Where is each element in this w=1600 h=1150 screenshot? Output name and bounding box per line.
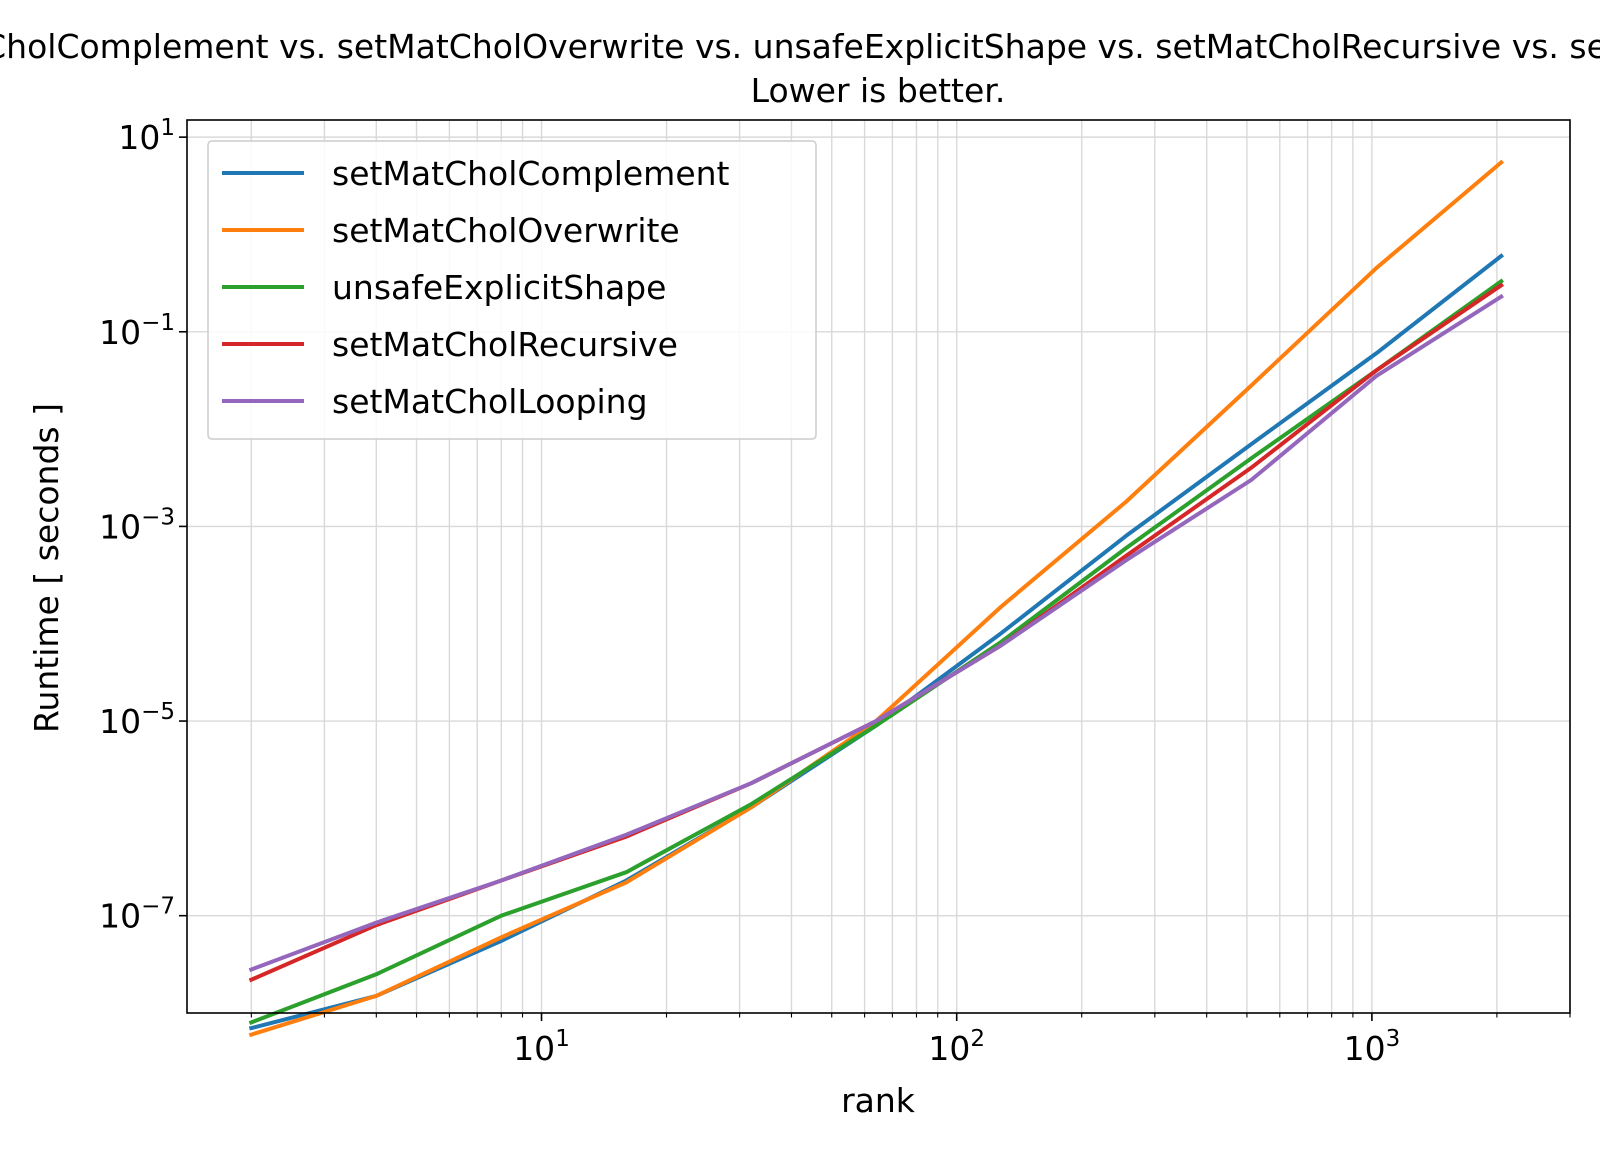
y-tick-label: 10−7 bbox=[99, 894, 175, 936]
legend-box bbox=[207, 140, 817, 440]
legend-label: setMatCholComplement bbox=[332, 154, 730, 193]
y-tick-label: 101 bbox=[118, 115, 175, 157]
x-tick-label-exponent: 2 bbox=[970, 1026, 985, 1052]
y-tick-label-base: 10 bbox=[99, 702, 141, 741]
x-tick-label: 103 bbox=[1344, 1026, 1401, 1068]
legend: setMatCholComplement setMatCholOverwrite u… bbox=[207, 140, 817, 440]
series-line-unsafeExplicitShape bbox=[248, 278, 1504, 1025]
y-tick-label-base: 10 bbox=[99, 507, 141, 546]
y-tick-label-exponent: −5 bbox=[141, 699, 175, 725]
x-tick-label-base: 10 bbox=[928, 1029, 970, 1068]
series-line-setMatCholLooping bbox=[248, 293, 1504, 973]
y-tick-label-exponent: 1 bbox=[160, 115, 175, 141]
y-tick-label: 10−1 bbox=[99, 310, 175, 352]
legend-label: unsafeExplicitShape bbox=[332, 268, 666, 307]
y-tick-label-base: 10 bbox=[99, 313, 141, 352]
y-tick-label-exponent: −7 bbox=[141, 894, 175, 920]
y-tick-label: 10−3 bbox=[99, 504, 175, 546]
x-tick-label: 101 bbox=[513, 1026, 570, 1068]
legend-label: setMatCholOverwrite bbox=[332, 211, 680, 250]
series-lines bbox=[248, 159, 1505, 1038]
y-tick-label-base: 10 bbox=[118, 118, 160, 157]
x-tick-label-exponent: 1 bbox=[555, 1026, 570, 1052]
y-tick-label-exponent: −1 bbox=[141, 310, 175, 336]
legend-label: setMatCholLooping bbox=[332, 382, 648, 421]
plot-frame bbox=[186, 119, 1571, 1014]
y-tick-label-exponent: −3 bbox=[141, 504, 175, 530]
y-tick-label: 10−5 bbox=[99, 699, 175, 741]
x-tick-label-exponent: 3 bbox=[1386, 1026, 1401, 1052]
legend-label: setMatCholRecursive bbox=[332, 325, 678, 364]
x-axis-label: rank bbox=[841, 1081, 916, 1120]
chart-subtitle: Lower is better. bbox=[751, 71, 1006, 110]
y-axis-label: Runtime [ seconds ] bbox=[27, 403, 66, 733]
x-tick-label-base: 10 bbox=[513, 1029, 555, 1068]
x-tick-label-base: 10 bbox=[1344, 1029, 1386, 1068]
x-tick-label: 102 bbox=[928, 1026, 985, 1068]
y-tick-label-base: 10 bbox=[99, 897, 141, 936]
chart-title: setMatCholComplement vs. setMatCholOverw… bbox=[0, 27, 1600, 66]
